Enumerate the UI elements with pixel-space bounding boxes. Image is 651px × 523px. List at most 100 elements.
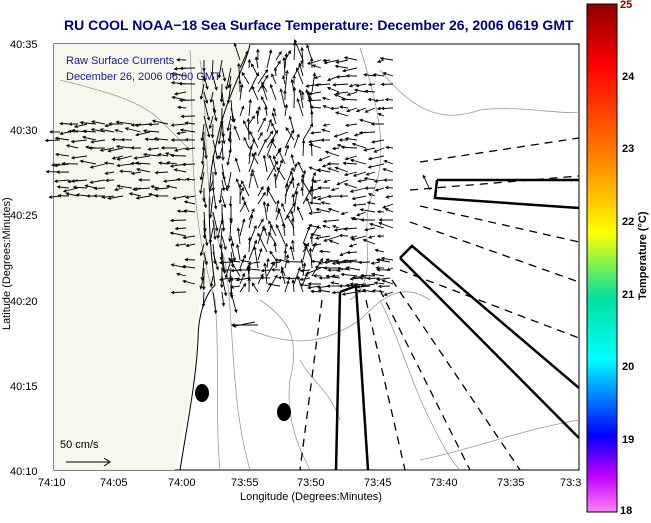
current-vector	[383, 178, 394, 182]
current-vector	[170, 123, 187, 127]
colorbar-tick: 19	[622, 434, 634, 446]
current-vector	[383, 291, 394, 296]
current-vector	[81, 135, 97, 141]
current-vector	[367, 97, 376, 102]
current-vector	[176, 209, 187, 213]
current-vector	[344, 136, 358, 141]
current-vector	[185, 243, 196, 248]
current-vector	[299, 277, 311, 282]
current-vector	[79, 159, 97, 165]
current-vector	[221, 291, 226, 307]
current-vector	[377, 284, 391, 289]
current-vector	[235, 243, 241, 261]
current-vector	[212, 107, 218, 122]
current-vector	[352, 171, 367, 177]
current-vector	[48, 195, 61, 199]
current-vector	[310, 289, 322, 294]
current-vector	[103, 161, 115, 165]
current-vector	[184, 138, 196, 142]
current-vector	[349, 187, 367, 193]
current-vector	[281, 222, 286, 237]
current-vector	[285, 126, 295, 141]
current-vector	[373, 147, 385, 153]
current-vector	[376, 258, 391, 263]
current-vector	[298, 62, 304, 77]
current-vector	[331, 290, 340, 295]
current-vector	[266, 187, 277, 205]
current-vector	[345, 283, 361, 288]
current-vector	[172, 195, 187, 200]
current-vector	[300, 258, 304, 269]
current-vector	[374, 98, 385, 103]
current-vector	[208, 115, 214, 130]
current-vector	[290, 210, 295, 221]
current-vector	[176, 105, 187, 110]
current-vector	[371, 289, 385, 293]
current-vector	[210, 59, 215, 76]
current-vector	[229, 285, 241, 289]
current-vector	[347, 259, 361, 264]
current-vector	[330, 281, 340, 285]
current-vector	[284, 103, 289, 117]
current-vector	[44, 138, 61, 143]
current-vector	[239, 83, 244, 101]
current-vector	[90, 120, 106, 125]
current-vector	[376, 277, 391, 282]
current-vector	[377, 112, 385, 117]
radar-range-lines	[299, 137, 580, 471]
current-vector	[366, 276, 381, 281]
current-vector	[202, 267, 206, 291]
current-vector	[111, 137, 124, 142]
current-vector	[380, 82, 394, 87]
current-vector	[246, 117, 251, 141]
current-vector	[343, 171, 358, 177]
current-vector	[184, 195, 196, 199]
current-vector	[376, 210, 385, 214]
current-vector	[262, 154, 268, 173]
current-vector	[208, 179, 214, 193]
current-vector	[208, 195, 214, 219]
current-vector	[342, 161, 358, 165]
current-vector	[116, 184, 133, 189]
current-vector	[291, 217, 295, 237]
current-vector	[153, 136, 169, 141]
current-vector	[68, 122, 79, 126]
current-vector	[360, 273, 376, 278]
current-vector	[346, 107, 358, 113]
y-tick-label: 40:15	[10, 381, 38, 393]
current-vector	[281, 74, 286, 85]
coastline	[179, 43, 251, 471]
current-vector	[134, 123, 151, 127]
current-vector	[268, 220, 277, 237]
current-vector	[322, 58, 331, 63]
current-vector	[266, 202, 270, 213]
current-vector	[335, 91, 349, 95]
current-vector	[364, 186, 376, 190]
current-vector	[257, 273, 264, 285]
current-vector	[182, 279, 196, 285]
current-vector	[349, 158, 367, 165]
current-vector	[338, 233, 349, 238]
current-vector	[54, 136, 70, 141]
current-vector	[323, 179, 331, 183]
y-axis: 40:35 40:30 40:25 40:20 40:15 40:10 Lati…	[1, 39, 38, 478]
current-vector	[203, 75, 209, 90]
current-vector	[128, 192, 142, 197]
current-vector	[72, 185, 88, 190]
current-vector	[309, 141, 314, 157]
current-vector	[338, 194, 349, 198]
current-vector	[308, 247, 313, 269]
current-vector	[318, 155, 331, 162]
current-vector	[308, 211, 322, 215]
current-vector	[320, 138, 331, 142]
current-vector	[331, 224, 340, 229]
current-vector	[293, 182, 300, 197]
current-vector	[218, 277, 231, 282]
current-vector	[257, 232, 268, 253]
current-vector	[184, 257, 196, 262]
current-vector	[324, 150, 340, 157]
current-vector	[243, 136, 250, 149]
current-vector	[293, 41, 297, 61]
current-vector	[384, 97, 394, 102]
current-vector	[268, 231, 277, 245]
